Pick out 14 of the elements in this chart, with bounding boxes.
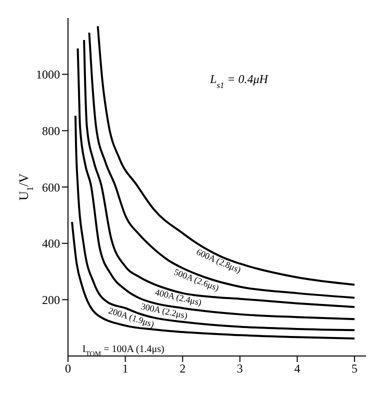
- x-tick-label: 2: [180, 362, 186, 376]
- x-tick-label: 4: [294, 362, 300, 376]
- y-tick-label: 1000: [36, 68, 60, 82]
- y-tick-label: 600: [42, 180, 60, 194]
- x-tick-label: 5: [352, 362, 358, 376]
- y-tick-label: 400: [42, 236, 60, 251]
- y-tick-label: 800: [42, 124, 60, 138]
- line-series: [71, 220, 356, 340]
- x-tick-label: 0: [65, 362, 71, 376]
- y-tick-label: 200: [42, 292, 60, 307]
- x-tick-label: 1: [122, 362, 128, 376]
- annotation: L$_{s1}$ = 0.4μH: [209, 72, 270, 90]
- line-series: [74, 114, 356, 332]
- x-tick-label: 3: [236, 362, 243, 376]
